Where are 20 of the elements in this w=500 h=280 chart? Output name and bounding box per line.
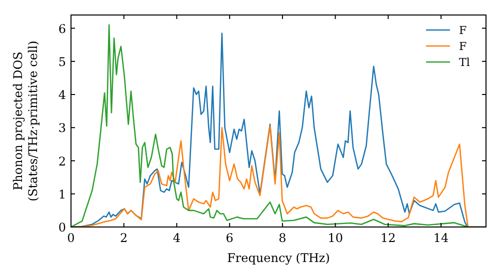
x-tick-label: 12 bbox=[380, 231, 396, 245]
legend-label: F bbox=[459, 24, 467, 37]
legend-label: F bbox=[459, 40, 467, 53]
x-axis-title: Frequency (THz) bbox=[227, 251, 330, 265]
x-tick-label: 8 bbox=[278, 231, 286, 245]
x-tick-label: 2 bbox=[120, 231, 128, 245]
y-tick-label: 6 bbox=[58, 22, 66, 36]
y-tick-label: 3 bbox=[58, 121, 66, 136]
x-tick-label: 6 bbox=[226, 231, 234, 245]
legend-label: Tl bbox=[459, 56, 470, 69]
y-tick-label: 4 bbox=[58, 88, 66, 102]
y-tick-label: 0 bbox=[58, 220, 66, 234]
x-tick-label: 4 bbox=[172, 231, 181, 245]
y-axis-title: Phonon projected DOS (States/THz·primitive cell) bbox=[11, 40, 40, 202]
x-tick-label: 14 bbox=[433, 231, 450, 245]
x-tick-label: 10 bbox=[328, 231, 343, 245]
y-tick-label: 1 bbox=[58, 187, 66, 202]
x-tick-label: 0 bbox=[67, 231, 75, 245]
y-tick-label: 5 bbox=[58, 54, 66, 69]
y-tick-label: 2 bbox=[58, 154, 66, 168]
